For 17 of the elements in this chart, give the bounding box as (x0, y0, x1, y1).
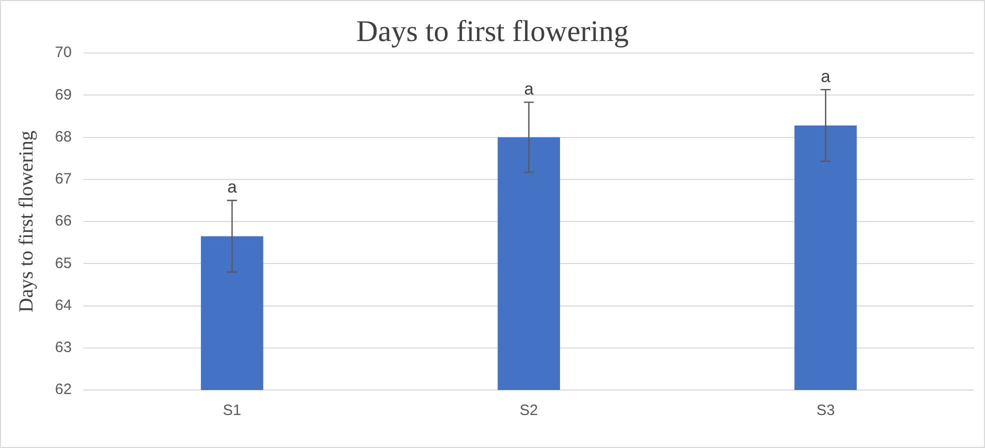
annotation: a (820, 66, 831, 86)
y-tick-label: 62 (54, 381, 72, 398)
y-tick-label: 70 (54, 44, 72, 62)
chart-title: Days to first flowering (356, 14, 629, 48)
x-tick-label: S1 (222, 402, 242, 420)
y-tick-label: 68 (54, 128, 72, 146)
y-axis-title: Days to first flowering (15, 130, 38, 312)
x-tick-label: S3 (816, 402, 835, 420)
y-tick-label: 64 (54, 296, 72, 314)
y-tick-label: 66 (54, 212, 72, 230)
y-tick-label: 67 (54, 170, 72, 188)
y-tick-label: 63 (54, 339, 72, 356)
x-tick-label: S2 (520, 402, 538, 420)
annotation: a (524, 79, 534, 98)
y-tick-label: 69 (54, 86, 72, 104)
y-tick-label: 65 (54, 254, 72, 272)
annotation: a (227, 178, 238, 197)
